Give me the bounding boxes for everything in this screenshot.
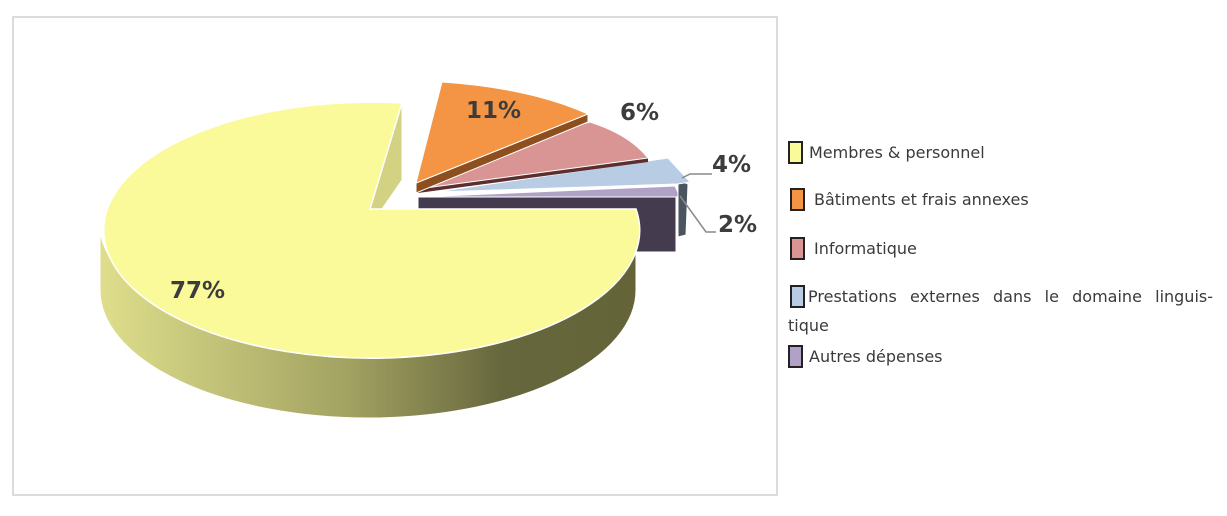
slice-membres-personnel [99, 101, 641, 419]
legend-label: Autres dépenses [809, 347, 943, 366]
legend-item-batiments: Bâtiments et frais annexes [788, 185, 1213, 234]
leader-line-2 [679, 195, 716, 233]
legend: Membres & personnel Bâtiments et frais a… [788, 138, 1213, 372]
legend-label: Informatique [814, 239, 917, 258]
legend-swatch-blue [790, 285, 805, 308]
label-4: 4% [712, 152, 751, 178]
legend-swatch-purple [788, 345, 803, 368]
label-2: 2% [718, 212, 757, 238]
legend-item-informatique: Informatique [788, 234, 1213, 282]
legend-label: Prestations externes dans le domaine lin… [788, 287, 1213, 335]
legend-swatch-orange [790, 188, 805, 211]
legend-item-autres: Autres dépenses [788, 342, 1213, 372]
legend-item-prestations: Prestations externes dans le domaine lin… [788, 282, 1213, 342]
label-6: 6% [620, 100, 659, 126]
legend-label: Bâtiments et frais annexes [814, 190, 1029, 209]
leader-line-4 [681, 173, 712, 179]
slice-batiments [415, 81, 590, 194]
legend-item-membres: Membres & personnel [788, 138, 1213, 185]
legend-swatch-yellow [788, 141, 803, 164]
label-77: 77% [170, 278, 225, 304]
label-11: 11% [466, 98, 521, 124]
legend-swatch-pink [790, 237, 805, 260]
legend-label: Membres & personnel [809, 143, 985, 162]
